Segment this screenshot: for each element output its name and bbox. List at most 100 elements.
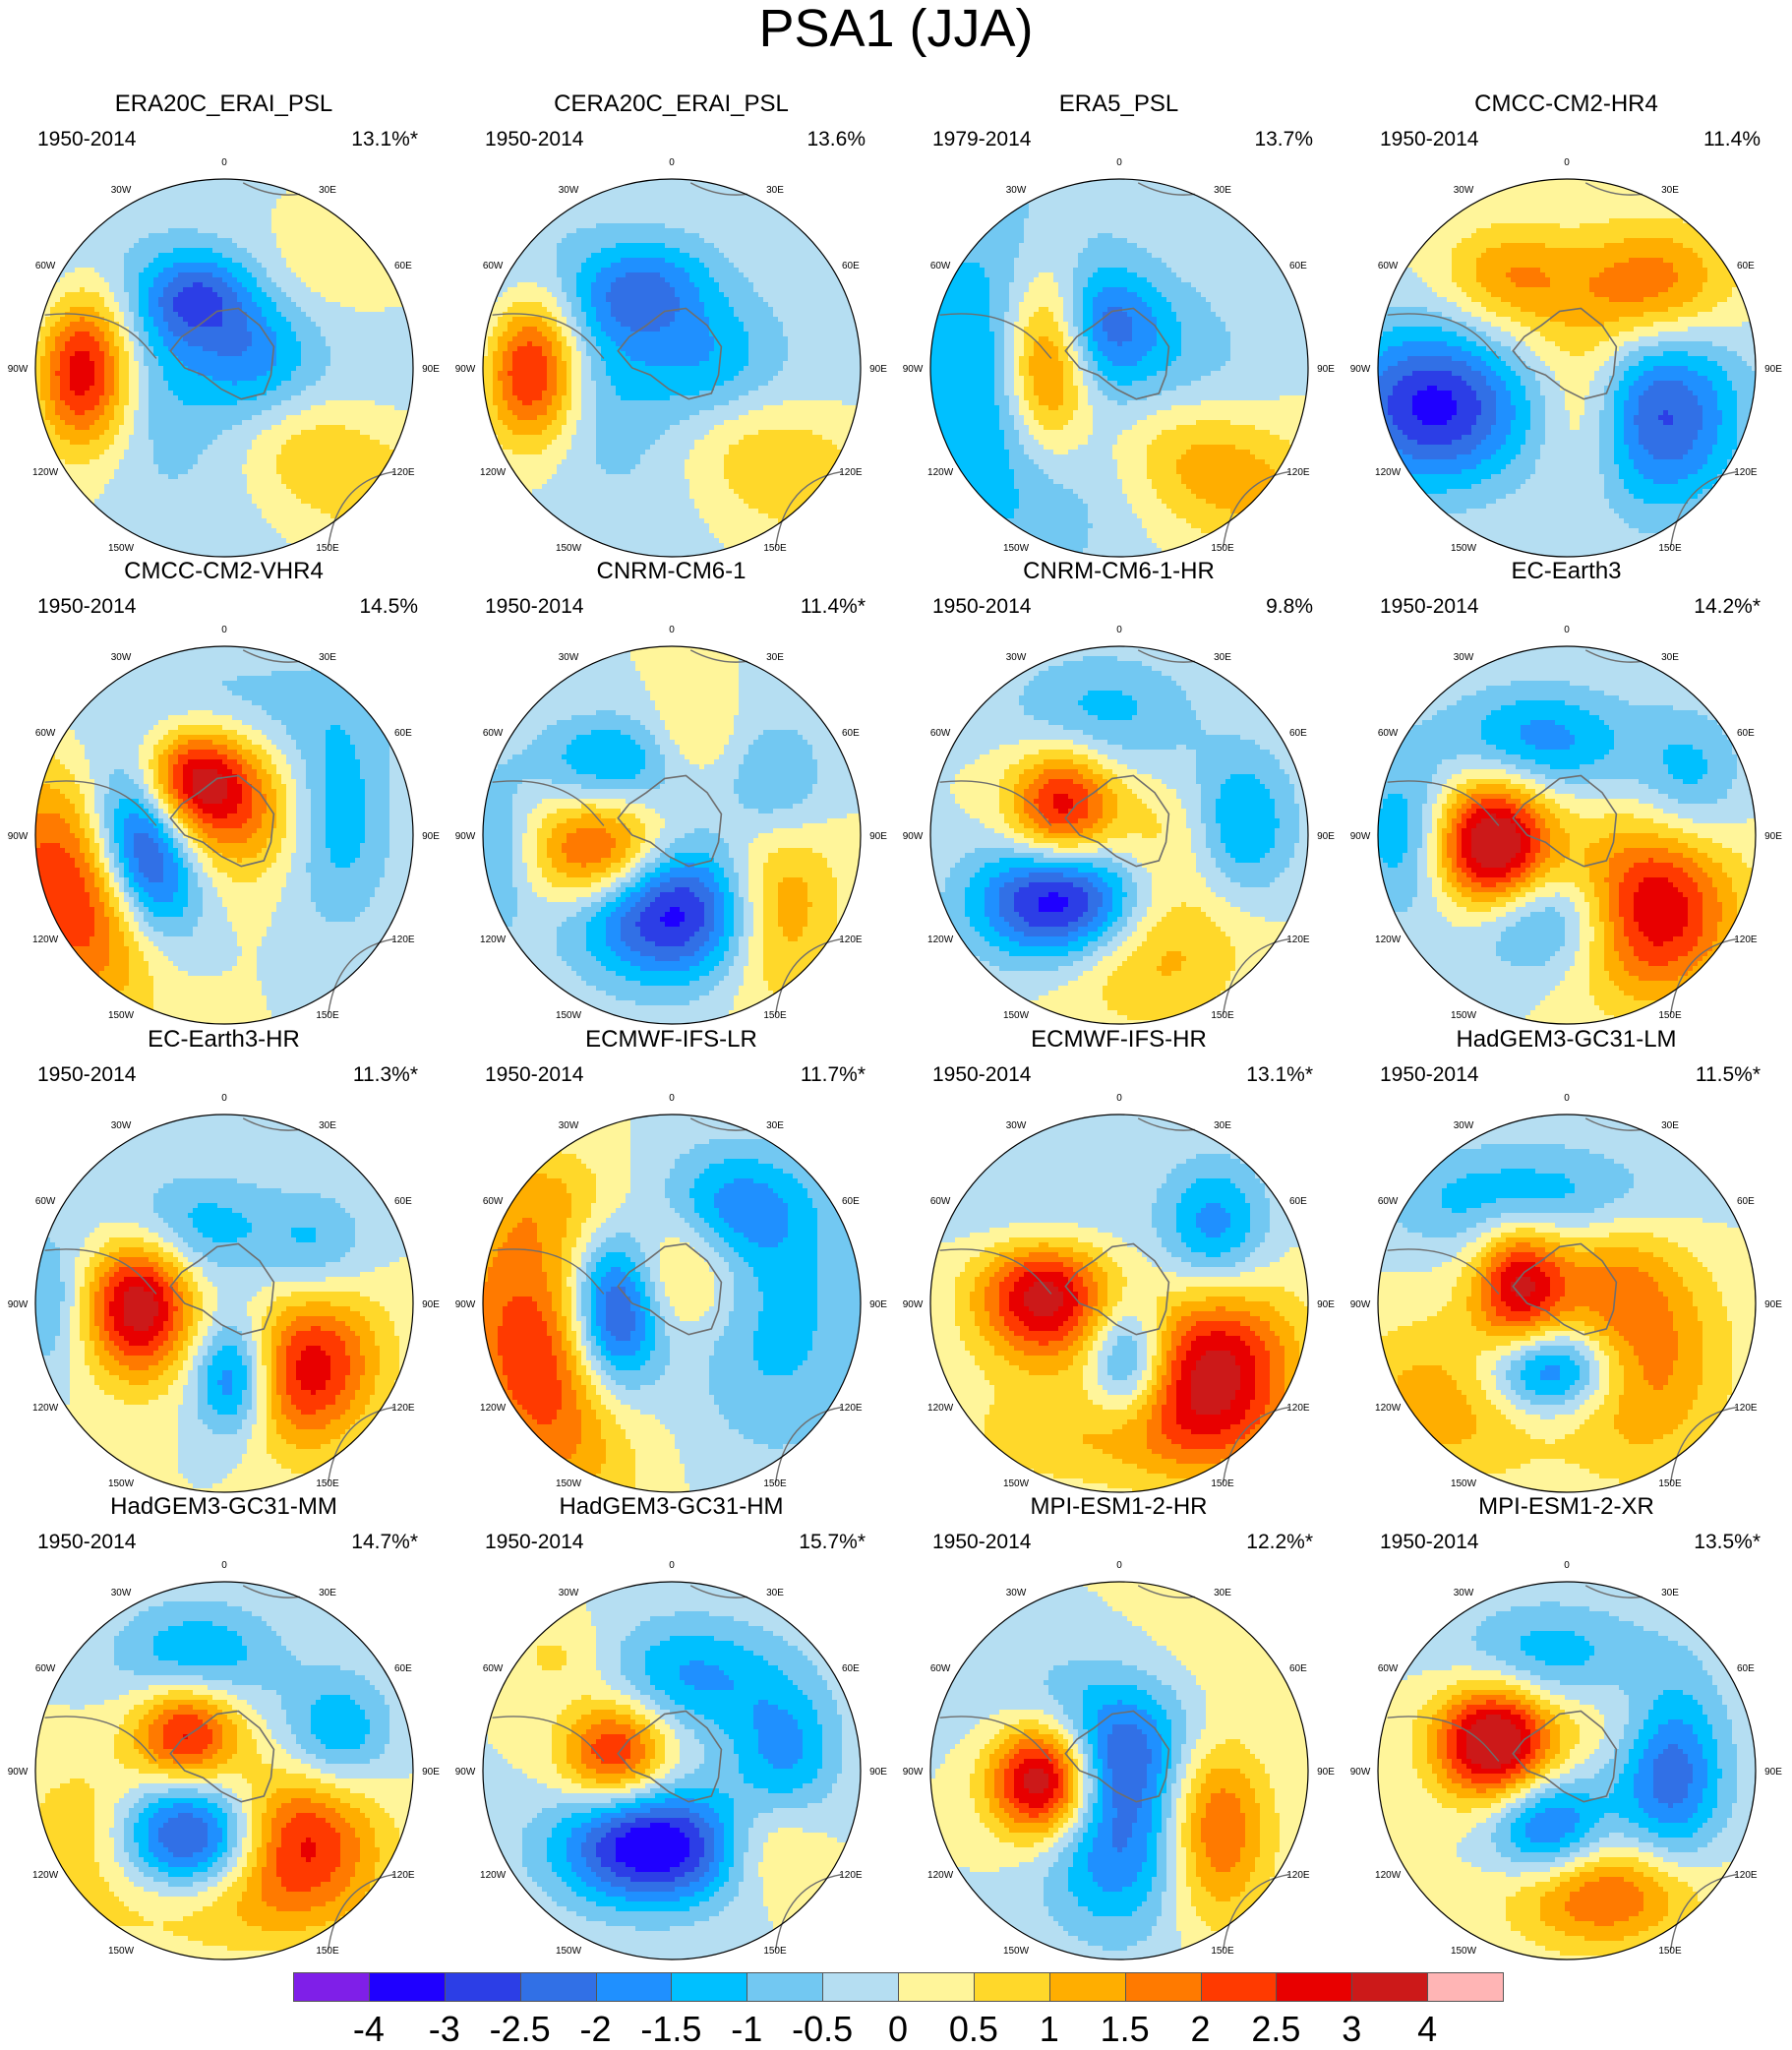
longitude-label: 120E (1734, 935, 1758, 945)
longitude-label: 30E (1661, 185, 1679, 196)
longitude-label: 120E (1286, 467, 1310, 478)
longitude-label: 150E (316, 543, 339, 554)
polar-map: 030E60E90E120E150E180150W120W90W60W30W (448, 558, 895, 1025)
colorbar (293, 1972, 1503, 2002)
longitude-label: 150E (763, 543, 787, 554)
longitude-label: 90W (455, 831, 476, 842)
colorbar-swatch (369, 1972, 446, 2002)
longitude-label: 30E (766, 1120, 784, 1131)
colorbar-tick-label: -3 (429, 2009, 460, 2050)
longitude-label: 120E (839, 1870, 863, 1881)
polar-map: 030E60E90E120E150E180150W120W90W60W30W (0, 1493, 448, 1960)
longitude-label: 60W (930, 261, 951, 271)
longitude-label: 30E (319, 652, 336, 663)
longitude-label: 150W (1003, 1946, 1030, 1957)
polar-map: 030E60E90E120E150E180150W120W90W60W30W (1343, 558, 1790, 1025)
colorbar-swatch (1049, 1972, 1126, 2002)
colorbar-swatch (747, 1972, 823, 2002)
longitude-label: 120E (391, 1403, 415, 1414)
longitude-label: 0 (669, 157, 675, 168)
longitude-label: 60E (1289, 728, 1307, 739)
colorbar-tick-label: -2 (579, 2009, 611, 2050)
longitude-label: 60E (394, 1663, 412, 1674)
colorbar-swatch (671, 1972, 747, 2002)
colorbar-tick-label: 2 (1190, 2009, 1210, 2050)
longitude-label: 60E (1289, 1196, 1307, 1207)
longitude-label: 90W (903, 831, 924, 842)
longitude-label: 120E (391, 935, 415, 945)
longitude-label: 150W (1003, 1478, 1030, 1489)
longitude-label: 150E (1658, 1010, 1682, 1021)
polar-map: 030E60E90E120E150E180150W120W90W60W30W (895, 558, 1343, 1025)
longitude-label: 30W (111, 1120, 132, 1131)
longitude-label: 90W (8, 1299, 29, 1310)
polar-map: 030E60E90E120E150E180150W120W90W60W30W (0, 558, 448, 1025)
longitude-label: 120E (839, 935, 863, 945)
longitude-label: 150W (556, 543, 582, 554)
longitude-label: 120W (32, 1870, 59, 1881)
longitude-label: 90W (903, 364, 924, 375)
colorbar-tick-label: -1.5 (640, 2009, 701, 2050)
longitude-label: 90E (1764, 364, 1782, 375)
longitude-label: 120E (1734, 467, 1758, 478)
longitude-label: 60W (930, 1196, 951, 1207)
colorbar-swatch (1201, 1972, 1278, 2002)
colorbar-swatch (1125, 1972, 1202, 2002)
longitude-label: 90W (1350, 831, 1371, 842)
longitude-label: 30W (1454, 1588, 1474, 1598)
longitude-label: 60W (483, 728, 504, 739)
longitude-label: 0 (221, 1560, 227, 1571)
colorbar-tick-label: 0.5 (949, 2009, 998, 2050)
longitude-label: 0 (1564, 1560, 1570, 1571)
longitude-label: 90E (1764, 1767, 1782, 1778)
colorbar-tick-label: 0 (888, 2009, 908, 2050)
longitude-label: 60W (1378, 1196, 1399, 1207)
polar-map: 030E60E90E120E150E180150W120W90W60W30W (0, 1026, 448, 1493)
longitude-label: 120W (1375, 935, 1402, 945)
longitude-label: 150E (316, 1478, 339, 1489)
colorbar-tick-label: -1 (731, 2009, 762, 2050)
longitude-label: 120W (480, 1870, 507, 1881)
polar-map: 030E60E90E120E150E180150W120W90W60W30W (895, 1026, 1343, 1493)
longitude-label: 90E (1764, 831, 1782, 842)
longitude-label: 0 (1116, 1560, 1122, 1571)
longitude-label: 30E (766, 185, 784, 196)
longitude-label: 90W (1350, 1767, 1371, 1778)
longitude-label: 60W (930, 728, 951, 739)
longitude-label: 120W (1375, 1870, 1402, 1881)
colorbar-swatch (1427, 1972, 1504, 2002)
longitude-label: 150W (556, 1946, 582, 1957)
longitude-label: 60E (1737, 261, 1755, 271)
longitude-label: 0 (1116, 625, 1122, 635)
longitude-label: 90E (422, 831, 440, 842)
longitude-label: 60W (1378, 728, 1399, 739)
longitude-label: 120E (391, 467, 415, 478)
longitude-label: 30E (1661, 1588, 1679, 1598)
longitude-label: 30W (1454, 652, 1474, 663)
longitude-label: 60E (1289, 261, 1307, 271)
longitude-label: 30W (1454, 185, 1474, 196)
longitude-label: 30E (766, 1588, 784, 1598)
colorbar-tick-label: -4 (353, 2009, 385, 2050)
longitude-label: 90E (869, 831, 887, 842)
colorbar-swatch (1351, 1972, 1428, 2002)
longitude-label: 150W (108, 1010, 135, 1021)
longitude-label: 150W (1451, 1946, 1477, 1957)
longitude-label: 120E (1286, 935, 1310, 945)
colorbar-swatch (596, 1972, 673, 2002)
colorbar-tick-label: 2.5 (1251, 2009, 1300, 2050)
longitude-label: 120E (839, 1403, 863, 1414)
longitude-label: 30W (559, 1588, 579, 1598)
longitude-label: 30E (319, 1120, 336, 1131)
longitude-label: 0 (669, 625, 675, 635)
longitude-label: 30E (1661, 1120, 1679, 1131)
longitude-label: 120W (32, 935, 59, 945)
longitude-label: 90W (8, 1767, 29, 1778)
colorbar-swatch (898, 1972, 975, 2002)
